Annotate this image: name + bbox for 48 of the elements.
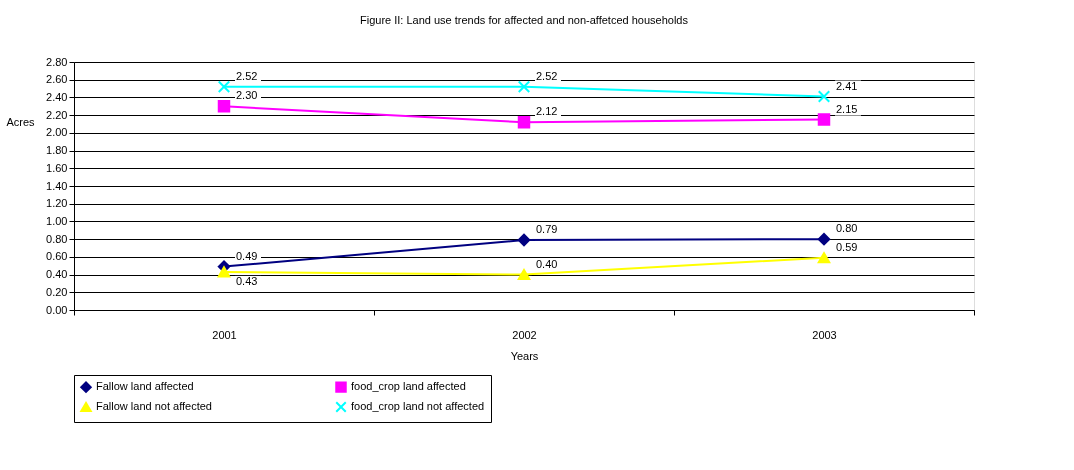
x-tick-label: 2002: [512, 328, 537, 341]
y-tick-label: 1.60: [46, 161, 68, 174]
point: [817, 252, 831, 264]
point: [817, 90, 831, 103]
point: [517, 80, 531, 94]
data-label: 2.41: [836, 79, 858, 92]
y-tick-label: 2.00: [46, 126, 68, 139]
data-label: 2.52: [536, 69, 558, 82]
data-label: 2.52: [236, 69, 258, 82]
y-tick-label: 2.80: [46, 55, 68, 68]
point: [517, 269, 531, 281]
data-label: 0.43: [236, 274, 258, 287]
legend-label: Fallow land affected: [96, 380, 194, 393]
y-tick-label: 0.40: [46, 268, 68, 281]
x-axis-title: Years: [510, 349, 539, 362]
y-tick-label: 2.20: [46, 108, 68, 121]
y-tick-label: 1.20: [46, 197, 68, 210]
data-label: 0.40: [536, 257, 558, 270]
x-tick-label: 2003: [812, 328, 837, 341]
y-tick-label: 1.00: [46, 214, 68, 227]
point: [217, 266, 231, 278]
point: [217, 100, 231, 113]
y-tick-label: 1.40: [46, 179, 68, 192]
chart-title: Figure II: Land use trends for affected and non-affetced households: [360, 14, 689, 26]
data-label: 2.12: [536, 105, 558, 118]
legend-label: Fallow land not affected: [96, 400, 212, 412]
data-label: 0.80: [836, 222, 858, 235]
data-label: 2.15: [836, 102, 858, 115]
data-label: 2.30: [236, 89, 258, 102]
point: [817, 232, 831, 246]
data-label: 0.49: [236, 249, 258, 262]
point: [517, 115, 531, 129]
y-tick-label: 2.60: [46, 73, 68, 86]
y-tick-label: 0.60: [46, 250, 68, 263]
legend-label: food_crop land affected: [351, 380, 466, 393]
y-axis-title: Acres: [6, 115, 35, 128]
y-tick-label: 0.00: [46, 303, 68, 316]
y-tick-label: 0.80: [46, 232, 68, 245]
point: [517, 233, 531, 247]
point: [217, 80, 231, 94]
y-tick-label: 0.20: [46, 285, 68, 298]
x-tick-label: 2001: [212, 328, 237, 341]
data-label: 0.59: [836, 240, 858, 253]
point: [817, 113, 831, 126]
y-tick-label: 2.40: [46, 90, 68, 103]
y-tick-label: 1.80: [46, 144, 68, 157]
legend-label: food_crop land not affected: [351, 400, 485, 412]
data-label: 0.79: [536, 223, 558, 236]
